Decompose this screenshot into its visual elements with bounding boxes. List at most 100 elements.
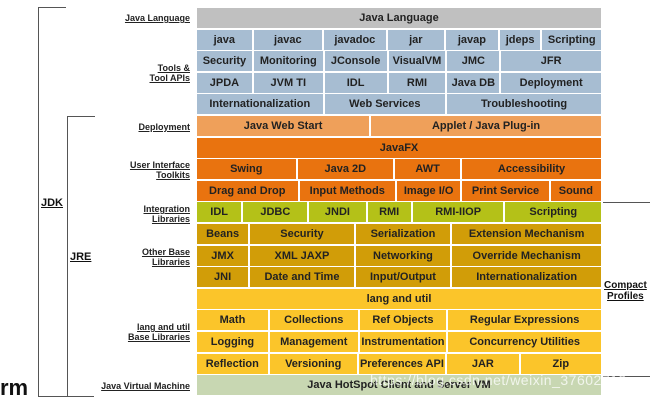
component-cell: javadoc	[324, 29, 388, 50]
component-cell: Java DB	[447, 72, 502, 93]
component-cell: Java HotSpot Client and Server VM	[197, 375, 601, 396]
component-cell: JDBC	[243, 202, 310, 223]
jre-bracket-vertical	[67, 116, 68, 397]
diagram-row: Logging Management Instrumentation Concurre…	[197, 331, 601, 352]
component-cell: Security	[250, 223, 356, 244]
watermark: https://blog.csdn.net/weixin_37602713	[370, 372, 627, 388]
component-cell: Versioning	[269, 353, 359, 374]
component-cell: Management	[269, 331, 360, 352]
label-deployment: Deployment	[138, 122, 190, 132]
diagram-row: IDL JDBC JNDI RMI RMI-IIOP Scripting	[197, 202, 602, 223]
component-cell: Concurrency Utilities	[448, 331, 601, 352]
component-cell: java	[197, 29, 254, 50]
label-java-language: Java Language	[124, 13, 190, 23]
diagram-row: JavaFX	[197, 137, 601, 158]
component-cell: JPDA	[197, 72, 254, 93]
component-cell: Troubleshooting	[447, 94, 601, 115]
component-cell: lang and util	[197, 288, 601, 309]
component-cell: Accessibility	[462, 159, 601, 180]
component-cell: JConsole	[324, 51, 389, 72]
component-cell: Serialization	[355, 223, 453, 244]
diagram-row: Java HotSpot Client and Server VM	[197, 375, 601, 396]
diagram-row: JPDA JVM TI IDL RMI Java DB Deployment	[197, 72, 602, 93]
component-cell: IDL	[197, 202, 244, 223]
component-cell: Collections	[269, 310, 360, 331]
diagram-row: java javac javadoc jar javap jdeps Scripting	[197, 29, 601, 50]
diagram-row: Reflection Versioning Preferences API JAR Zi…	[197, 353, 601, 374]
component-cell: Date and Time	[250, 267, 356, 288]
component-cell: Swing	[197, 159, 298, 180]
component-cell: JNI	[197, 267, 251, 288]
component-cell: Ref Objects	[359, 310, 449, 331]
label-lang-util: lang and util Base Libraries	[127, 322, 190, 342]
component-cell: Internationalization	[452, 267, 601, 288]
jre-bracket-top	[67, 116, 95, 117]
component-cell: Security	[197, 51, 254, 72]
component-cell: Scripting	[505, 202, 602, 223]
compact-bracket-bottom	[603, 376, 650, 377]
component-cell: Networking	[355, 245, 453, 266]
component-cell: VisualVM	[388, 51, 448, 72]
component-cell: Java 2D	[297, 159, 396, 180]
component-cell: RMI-IIOP	[412, 202, 506, 223]
component-cell: Web Services	[324, 94, 448, 115]
component-cell: Image I/O	[396, 180, 463, 201]
component-cell: jar	[387, 29, 447, 50]
component-cell: javac	[253, 29, 325, 50]
compact-bracket-top	[603, 202, 650, 203]
diagram-row: Security Monitoring JConsole VisualVM JMC JFR	[197, 51, 602, 72]
jdk-bracket-bottom	[38, 396, 94, 397]
diagram-row: Java Language	[197, 8, 601, 28]
component-cell: JMX	[197, 245, 251, 266]
component-cell: Beans	[197, 223, 251, 244]
component-cell: Monitoring	[253, 51, 325, 72]
component-cell: Java Language	[197, 8, 601, 28]
diagram-row: Java Web Start Applet / Java Plug-in	[197, 115, 601, 136]
component-cell: Scripting	[542, 29, 601, 50]
component-cell: Deployment	[501, 72, 602, 93]
component-cell: Preferences API	[358, 353, 448, 374]
component-cell: JFR	[501, 51, 602, 72]
component-cell: RMI	[367, 202, 413, 223]
component-cell: Reflection	[197, 353, 270, 374]
jdk-label: JDK	[41, 197, 64, 209]
component-cell: JAR	[447, 353, 521, 374]
diagram-row: JNI Date and Time Input/Output Internationa…	[197, 267, 601, 288]
label-other-base: Other Base Libraries	[141, 247, 190, 267]
component-cell: Applet / Java Plug-in	[371, 115, 601, 136]
component-cell: XML JAXP	[250, 245, 356, 266]
diagram-row: Drag and Drop Input Methods Image I/O Print…	[197, 180, 601, 201]
label-tools: Tools & Tool APIs	[149, 63, 191, 83]
component-cell: Instrumentation	[359, 331, 449, 352]
label-jvm: Java Virtual Machine	[101, 381, 190, 391]
component-cell: Zip	[520, 353, 601, 374]
label-integration: Integration Libraries	[143, 204, 191, 224]
diagram-row: Beans Security Serialization Extension Mech…	[197, 223, 601, 244]
jre-label: JRE	[70, 251, 92, 263]
component-cell: Input/Output	[355, 267, 453, 288]
component-cell: RMI	[388, 72, 448, 93]
diagram-row: Internationalization Web Services Troubles…	[197, 94, 601, 115]
component-cell: JNDI	[309, 202, 368, 223]
component-cell: Java Web Start	[197, 115, 372, 136]
partial-heading-text: rm	[0, 375, 29, 400]
component-cell: Internationalization	[197, 94, 325, 115]
component-cell: IDL	[324, 72, 389, 93]
component-cell: AWT	[395, 159, 463, 180]
component-cell: Input Methods	[299, 180, 397, 201]
compact-profiles-label: Compact Profiles	[604, 280, 647, 302]
label-ui-toolkits: User Interface Toolkits	[129, 160, 190, 180]
jdk-bracket-vertical	[38, 7, 39, 397]
component-cell: Logging	[197, 331, 270, 352]
component-cell: Drag and Drop	[197, 180, 300, 201]
component-cell: JMC	[447, 51, 502, 72]
component-cell: JavaFX	[197, 137, 601, 158]
diagram-row: JMX XML JAXP Networking Override Mechanism	[197, 245, 601, 266]
component-cell: Regular Expressions	[448, 310, 601, 331]
jdk-architecture-diagram: Java Language java javac javadoc jar javap jde…	[197, 8, 602, 397]
diagram-row: Swing Java 2D AWT Accessibility	[197, 159, 601, 180]
component-cell: jdeps	[499, 29, 543, 50]
component-cell: Print Service	[462, 180, 551, 201]
diagram-row: lang and util	[197, 288, 601, 309]
diagram-row: Math Collections Ref Objects Regular Expres…	[197, 310, 601, 331]
